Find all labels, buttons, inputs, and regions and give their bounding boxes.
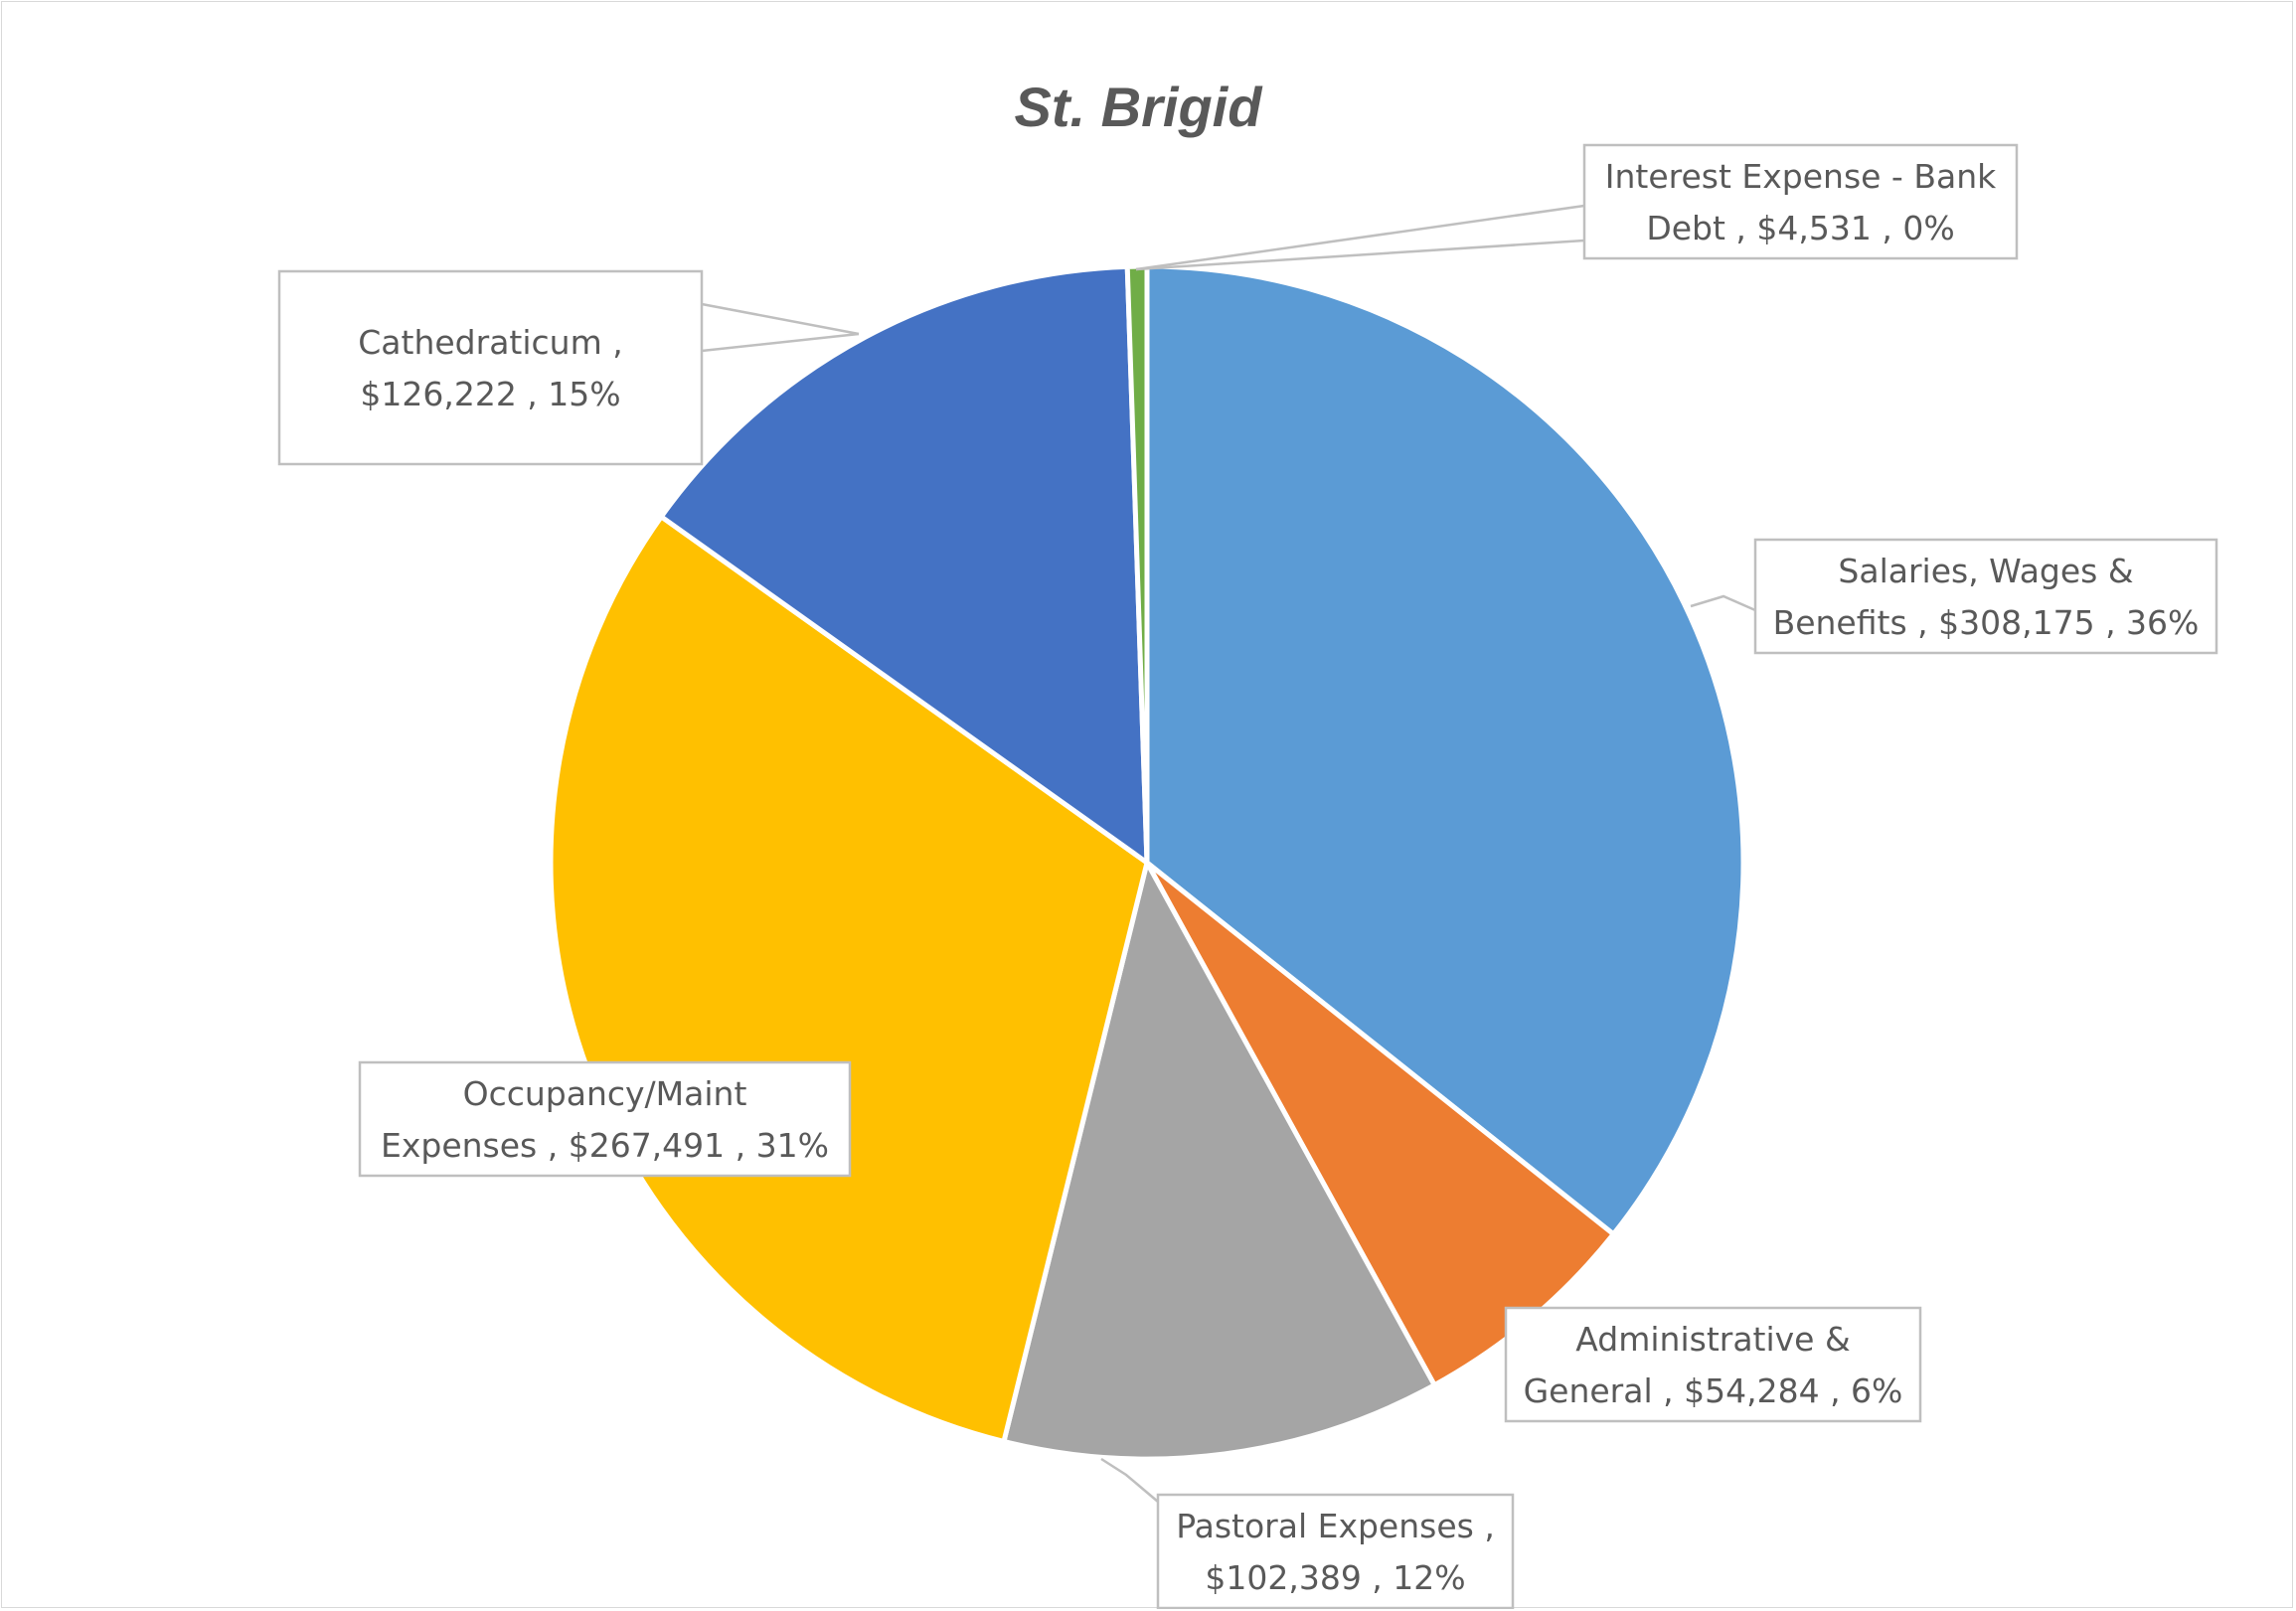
data-label-3-line-0: Occupancy/Maint [463,1074,747,1113]
callout-box-1 [1504,1306,1922,1423]
callout-box-0 [1753,538,2218,655]
leader-line-5 [1135,204,1585,271]
data-label-1-line-0: Administrative & [1575,1320,1850,1359]
pie-slices [548,263,1746,1462]
data-label-4-line-0: Cathedraticum , [358,323,622,362]
data-label-5-line-0: Interest Expense - Bank [1605,157,1997,196]
pie-slice-5 [1124,263,1150,866]
callout-box-3 [358,1060,852,1178]
callout-box-2 [1156,1493,1515,1609]
data-label-2-line-0: Pastoral Expenses , [1176,1507,1495,1545]
leader-line-2 [1100,1457,1159,1503]
data-label-3-line-1: Expenses , $267,491 , 31% [381,1126,829,1165]
callout-box-4 [277,269,704,466]
leader-line-4-b [701,332,860,353]
data-label-4-line-1: $126,222 , 15% [360,375,620,413]
leader-line-5-b [1135,239,1585,271]
leader-line-0 [1690,594,1756,612]
leader-lines [701,204,1756,1503]
pie-slice-0 [1144,263,1746,1237]
leader-line-4 [701,302,860,336]
data-label-1-line-1: General , $54,284 , 6% [1524,1371,1903,1410]
data-label-0-line-1: Benefits , $308,175 , 36% [1773,603,2200,642]
callout-box-5 [1582,143,2019,260]
chart-title: St. Brigid [1015,76,1264,138]
data-label-0-line-0: Salaries, Wages & [1838,552,2133,590]
pie-slice-4 [658,263,1150,866]
data-label-callouts: Salaries, Wages & Benefits , $308,175 , 3… [277,143,2218,1609]
data-label-5-line-1: Debt , $4,531 , 0% [1646,209,1954,247]
data-label-2-line-1: $102,389 , 12% [1205,1558,1465,1597]
